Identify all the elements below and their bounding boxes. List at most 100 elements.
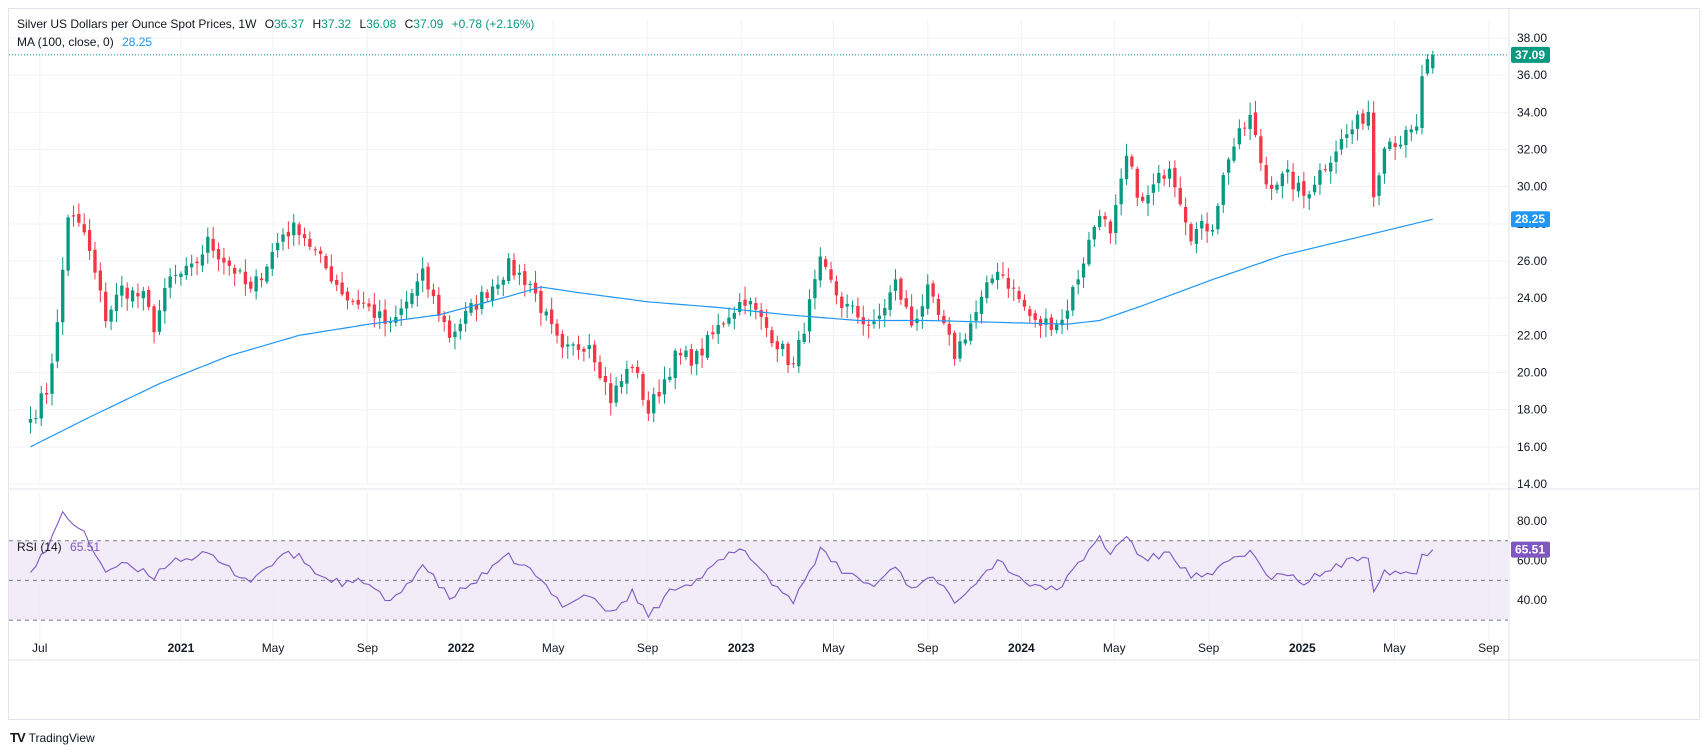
low-value: 36.08 bbox=[366, 17, 397, 31]
candle-body bbox=[990, 278, 994, 283]
time-tick-label: 2025 bbox=[1289, 641, 1316, 655]
candle-body bbox=[77, 213, 81, 223]
candle-body bbox=[1243, 127, 1247, 129]
candle-body bbox=[1060, 319, 1064, 326]
candle-body bbox=[1205, 223, 1209, 232]
candle-body bbox=[453, 331, 457, 338]
candle-body bbox=[732, 312, 736, 319]
candle-body bbox=[652, 394, 656, 414]
candle-body bbox=[818, 256, 822, 281]
candle-body bbox=[952, 332, 957, 359]
candle-body bbox=[802, 333, 806, 342]
candle-body bbox=[1232, 146, 1236, 161]
candle-body bbox=[340, 282, 344, 295]
candle-body bbox=[227, 260, 231, 266]
candle-body bbox=[609, 383, 613, 404]
candle-body bbox=[474, 303, 479, 310]
candle-body bbox=[845, 303, 849, 307]
candle-body bbox=[1038, 319, 1043, 326]
candle-body bbox=[44, 392, 49, 395]
change-value: +0.78 (+2.16%) bbox=[451, 17, 535, 31]
candle-body bbox=[1200, 221, 1204, 229]
candle-body bbox=[1237, 128, 1242, 145]
candle-body bbox=[512, 259, 516, 276]
candle-body bbox=[1312, 184, 1317, 193]
candle-body bbox=[974, 312, 978, 321]
candle-body bbox=[431, 289, 436, 297]
candle-body bbox=[947, 323, 951, 335]
candle-body bbox=[614, 385, 618, 403]
time-tick-label: Sep bbox=[637, 641, 659, 655]
candle-body bbox=[265, 266, 269, 282]
rsi-value-badge: 65.51 bbox=[1515, 543, 1545, 557]
candle-body bbox=[544, 311, 548, 316]
candle-body bbox=[576, 344, 581, 350]
candle-body bbox=[480, 291, 484, 309]
candle-body bbox=[1269, 184, 1274, 189]
candle-body bbox=[893, 279, 898, 291]
candle-body bbox=[743, 299, 747, 306]
candle-body bbox=[829, 269, 833, 280]
candle-body bbox=[308, 238, 312, 247]
candle-body bbox=[1210, 229, 1215, 232]
rsi-tick-label: 80.00 bbox=[1517, 514, 1547, 528]
high-value: 37.32 bbox=[321, 17, 352, 31]
candle-body bbox=[931, 283, 935, 297]
candle-body bbox=[211, 238, 215, 251]
tradingview-brand[interactable]: TV TradingView bbox=[10, 730, 95, 745]
candle-body bbox=[904, 298, 908, 307]
candle-body bbox=[979, 296, 984, 314]
candle-body bbox=[147, 289, 151, 307]
candle-body bbox=[1226, 159, 1231, 173]
candle-body bbox=[55, 322, 60, 362]
time-tick-label: 2024 bbox=[1008, 641, 1035, 655]
price-tick-label: 36.00 bbox=[1517, 68, 1547, 82]
time-tick-label: May bbox=[1103, 641, 1126, 655]
price-tick-label: 34.00 bbox=[1517, 105, 1547, 119]
candle-body bbox=[1108, 221, 1113, 234]
candle-body bbox=[1055, 324, 1059, 331]
candle-body bbox=[1114, 205, 1118, 233]
candle-body bbox=[598, 362, 602, 379]
candle-body bbox=[464, 310, 468, 324]
candle-body bbox=[840, 296, 844, 308]
candle-body bbox=[216, 248, 221, 260]
candle-body bbox=[899, 278, 903, 300]
ma-value: 28.25 bbox=[122, 35, 153, 49]
candle-body bbox=[195, 261, 199, 264]
candle-body bbox=[200, 254, 205, 266]
time-tick-label: May bbox=[262, 641, 285, 655]
candle-body bbox=[1012, 287, 1016, 289]
time-tick-label: 2021 bbox=[168, 641, 195, 655]
candle-body bbox=[1119, 178, 1123, 205]
candle-body bbox=[523, 271, 527, 286]
last-price-badge: 37.09 bbox=[1515, 48, 1545, 62]
candle-body bbox=[549, 309, 554, 324]
candle-body bbox=[1081, 263, 1086, 278]
candle-body bbox=[963, 339, 968, 344]
ma-label: MA (100, close, 0) bbox=[17, 35, 114, 49]
candle-body bbox=[571, 344, 575, 346]
candle-body bbox=[1173, 167, 1177, 188]
candle-body bbox=[1431, 54, 1435, 69]
candle-body bbox=[501, 279, 505, 285]
candle-body bbox=[1103, 216, 1107, 220]
candle-body bbox=[625, 368, 629, 384]
price-tick-label: 20.00 bbox=[1517, 366, 1547, 380]
candle-body bbox=[555, 323, 559, 336]
candle-body bbox=[856, 305, 860, 318]
price-tick-label: 30.00 bbox=[1517, 180, 1547, 194]
candle-body bbox=[190, 263, 194, 268]
rsi-value-badge-bg bbox=[1511, 541, 1550, 558]
candle-body bbox=[748, 301, 753, 305]
candle-body bbox=[678, 352, 683, 356]
last-price-badge-bg bbox=[1511, 46, 1550, 63]
candle-body bbox=[1001, 274, 1005, 276]
price-tick-label: 32.00 bbox=[1517, 143, 1547, 157]
time-tick-label: Sep bbox=[1478, 641, 1500, 655]
candle-body bbox=[367, 303, 371, 307]
candle-body bbox=[297, 224, 301, 235]
candle-body bbox=[1017, 291, 1021, 300]
rsi-label: RSI (14) bbox=[17, 540, 62, 554]
